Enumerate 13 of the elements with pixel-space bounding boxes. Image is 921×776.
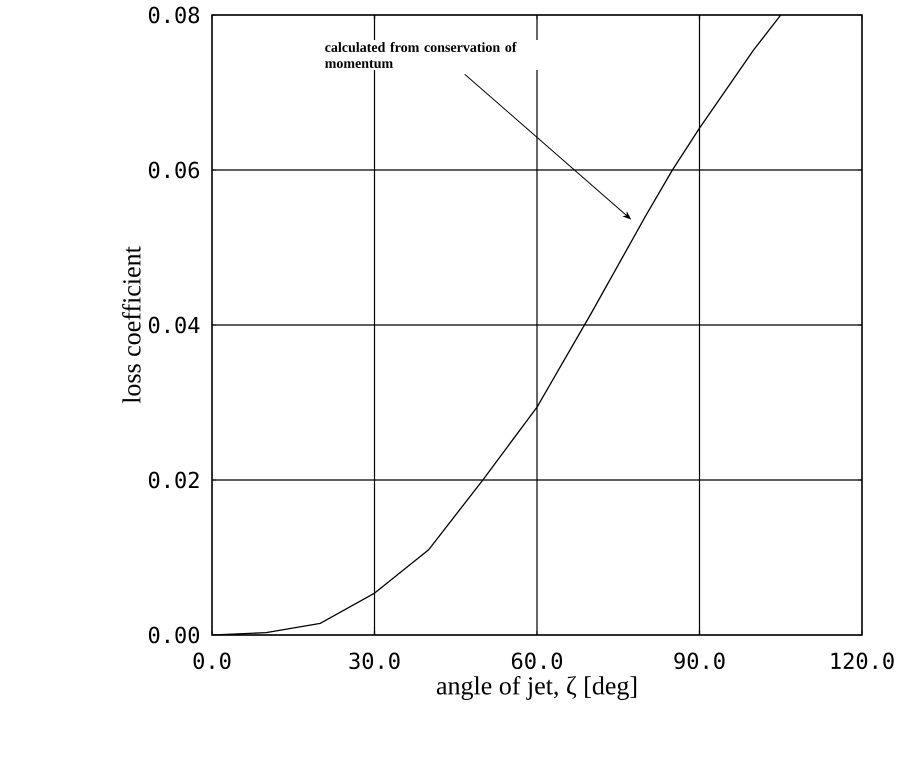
x-axis-title: angle of jet, ζ [deg] (436, 676, 636, 700)
annotation: calculated from conservation of momentum (325, 42, 517, 68)
x-tick-label: 60.0 (512, 652, 562, 670)
x-tick-label: 90.0 (674, 652, 725, 670)
y-tick-label: 0.00 (148, 626, 200, 644)
y-tick-label: 0.06 (148, 162, 200, 178)
y-tick-label: 0.08 (148, 6, 200, 24)
x-tick-label: 30.0 (349, 652, 400, 670)
y-tick-label: 0.02 (148, 472, 199, 488)
x-tick-label: 120.0 (832, 652, 894, 670)
y-axis-title: loss coefficient (122, 246, 141, 404)
x-tick-label: 0.0 (194, 652, 230, 670)
y-tick-label: 0.04 (148, 316, 200, 334)
